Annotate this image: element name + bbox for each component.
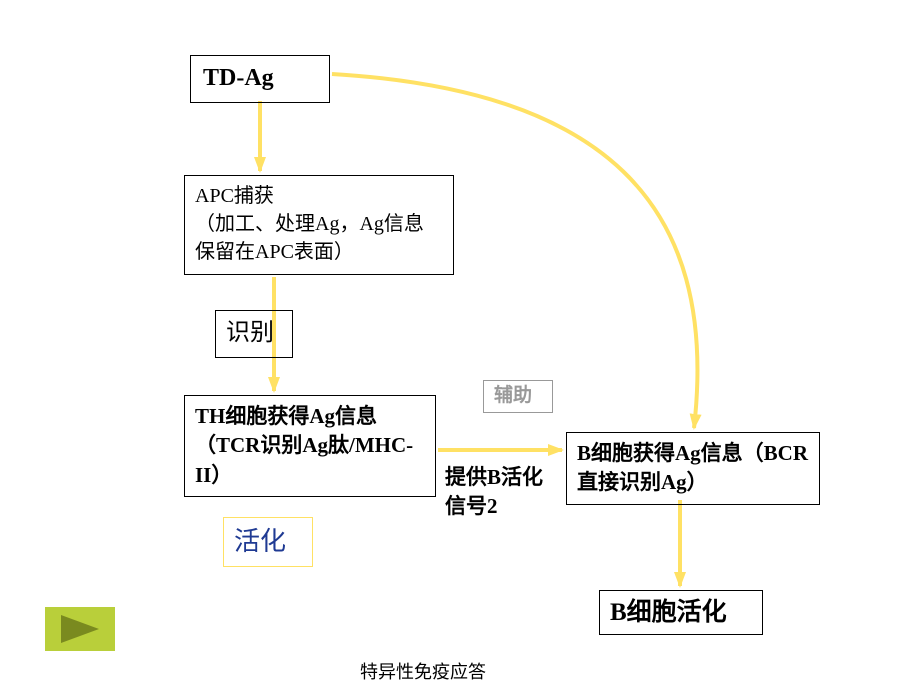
node-assist: 辅助 [483, 380, 553, 413]
node-label: 辅助 [494, 385, 532, 406]
footer-text: 特异性免疫应答 [360, 660, 486, 685]
node-line: APC捕获 [195, 185, 274, 207]
node-th-cell: TH细胞获得Ag信息（TCR识别Ag肽/MHC-II） [184, 395, 436, 497]
node-apc-capture: APC捕获 （加工、处理Ag，Ag信息保留在APC表面） [184, 175, 454, 275]
node-td-ag: TD-Ag [190, 55, 330, 103]
label-signal2: 提供B活化 信号2 [445, 463, 543, 522]
node-line: TH细胞获得Ag信息（TCR识别Ag肽/MHC-II） [195, 404, 413, 487]
diagram-canvas: TD-Ag APC捕获 （加工、处理Ag，Ag信息保留在APC表面） 识别 TH… [0, 0, 920, 690]
play-button[interactable] [45, 607, 115, 651]
node-label: 识别 [226, 320, 274, 346]
node-recognition: 识别 [215, 310, 293, 358]
label-line: 提供B活化 [445, 465, 543, 489]
node-line: B细胞获得Ag信息（BCR直接识别Ag） [577, 441, 808, 494]
footer-label: 特异性免疫应答 [360, 662, 486, 682]
node-b-cell-info: B细胞获得Ag信息（BCR直接识别Ag） [566, 432, 820, 505]
node-label: 活化 [234, 527, 286, 556]
node-label: TD-Ag [203, 65, 274, 91]
node-b-cell-activation: B细胞活化 [599, 590, 763, 635]
node-activation: 活化 [223, 517, 313, 567]
label-line: 信号2 [445, 494, 498, 518]
arrows-layer [0, 0, 920, 690]
node-label: B细胞活化 [610, 599, 727, 626]
node-line: （加工、处理Ag，Ag信息保留在APC表面） [195, 213, 424, 263]
